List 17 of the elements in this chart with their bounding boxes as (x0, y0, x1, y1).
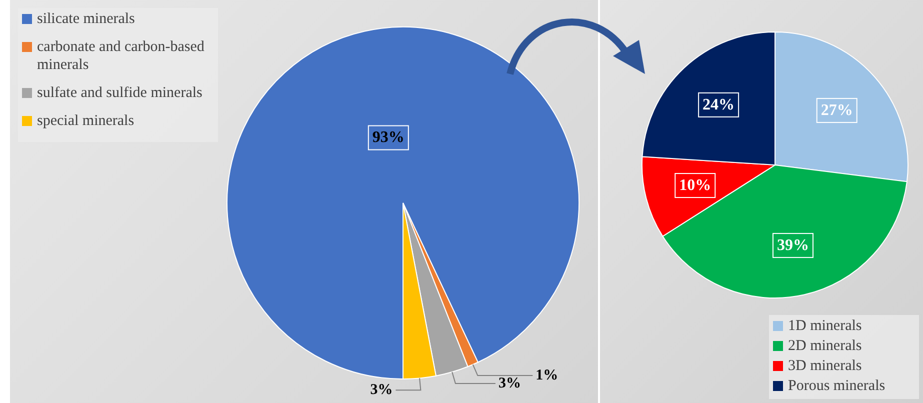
data-label: 93% (372, 129, 404, 146)
data-label: 39% (776, 236, 809, 254)
slice-label: silicate minerals (37, 10, 135, 28)
data-label: 3% (370, 382, 393, 398)
legend-label: 2D minerals (788, 337, 862, 355)
legend-label: carbonate and carbon-based minerals (37, 38, 206, 74)
pie-slice (226, 26, 580, 380)
legend-label: 1D minerals (788, 317, 862, 335)
legend-label: sulfate and sulfide minerals (37, 84, 202, 102)
data-label: 3% (498, 376, 521, 392)
data-label: 27% (820, 102, 853, 119)
legend-label: special minerals (37, 112, 134, 130)
data-label: 10% (679, 177, 712, 194)
legend-label: Porous minerals (788, 377, 886, 395)
legend-label: 3D minerals (788, 357, 862, 375)
data-label: 1% (536, 368, 558, 384)
data-label: 24% (702, 96, 735, 114)
